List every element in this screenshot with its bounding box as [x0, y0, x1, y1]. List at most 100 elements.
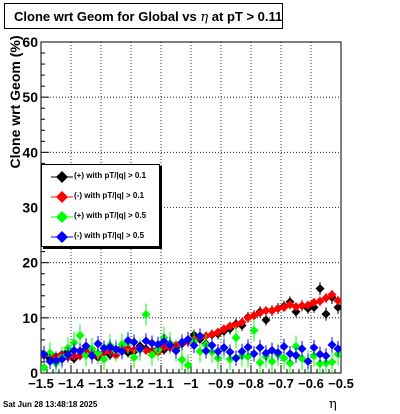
x-tick-label-5: −1 — [184, 376, 199, 391]
data-point — [261, 315, 271, 325]
data-point — [99, 354, 109, 364]
y-tick-label-3: 30 — [22, 200, 38, 216]
data-point — [81, 350, 91, 360]
data-point — [129, 353, 139, 363]
x-tick-label-3: −1.2 — [118, 376, 144, 391]
chart-title-prefix: Clone wrt Geom for Global vs — [14, 9, 197, 24]
chart-title-eta: η — [200, 10, 209, 25]
data-point — [171, 346, 181, 356]
y-tick-label-5: 50 — [22, 89, 38, 105]
legend-marker-0 — [51, 171, 73, 183]
data-point — [63, 350, 73, 360]
data-point — [45, 348, 55, 358]
data-point — [279, 342, 289, 352]
data-point — [333, 344, 341, 354]
data-point — [303, 356, 313, 366]
data-point — [87, 351, 97, 361]
data-point — [327, 290, 337, 300]
data-point — [147, 350, 157, 360]
legend: (+) with pT/|q| > 0.1 (-) with pT/|q| > … — [41, 164, 160, 247]
x-tick-label-4: −1.1 — [148, 376, 174, 391]
data-point — [321, 293, 331, 303]
data-point — [309, 343, 319, 353]
data-point — [315, 296, 325, 306]
data-point — [75, 346, 85, 356]
legend-item-2: (+) with pT/|q| > 0.5 — [42, 207, 159, 227]
data-point — [231, 333, 241, 343]
data-point — [141, 310, 151, 320]
data-point — [267, 356, 277, 366]
x-tick-label-7: −0.8 — [238, 376, 264, 391]
data-point — [261, 306, 271, 316]
data-point — [231, 353, 241, 363]
y-tick-label-4: 40 — [22, 144, 38, 160]
data-point — [183, 360, 193, 370]
data-point — [333, 302, 341, 312]
y-tick-label-1: 10 — [22, 310, 38, 326]
series-3 — [41, 328, 341, 370]
legend-label-0: (+) with pT/|q| > 0.1 — [74, 171, 147, 180]
y-tick-label-2: 20 — [22, 255, 38, 271]
legend-item-0: (+) with pT/|q| > 0.1 — [42, 167, 159, 187]
x-tick-label-10: −0.5 — [328, 376, 354, 391]
data-point — [327, 357, 337, 367]
data-point — [237, 317, 247, 327]
data-point — [219, 343, 229, 353]
data-point — [135, 344, 145, 354]
y-axis-label: Clone wrt Geom (%) — [7, 35, 23, 169]
data-point — [41, 349, 49, 359]
legend-item-1: (-) with pT/|q| > 0.1 — [42, 187, 159, 207]
data-point — [291, 302, 301, 312]
data-point — [273, 348, 283, 358]
data-point — [69, 345, 79, 355]
x-tick-label-8: −0.7 — [268, 376, 294, 391]
data-point — [291, 307, 301, 317]
data-point — [57, 354, 67, 364]
data-point — [315, 284, 325, 294]
x-axis-label: η — [329, 397, 337, 412]
data-point — [255, 358, 265, 368]
data-point — [147, 338, 157, 348]
data-point — [45, 356, 55, 366]
data-point — [195, 346, 205, 356]
data-point — [213, 346, 223, 356]
chart-title: Clone wrt Geom for Global vs η at pT > 0… — [4, 3, 283, 29]
data-point — [75, 330, 85, 340]
data-point — [189, 340, 199, 350]
data-point — [315, 359, 325, 369]
data-point — [99, 343, 109, 353]
data-point — [159, 337, 169, 347]
chart-title-suffix: at pT > 0.11 — [211, 9, 283, 24]
data-point — [249, 326, 259, 336]
data-point — [213, 327, 223, 337]
legend-marker-1 — [51, 191, 73, 203]
x-tick-label-1: −1.4 — [58, 376, 84, 391]
data-point — [177, 355, 187, 365]
data-point — [285, 358, 295, 368]
data-point — [129, 337, 139, 347]
legend-label-2: (+) with pT/|q| > 0.5 — [74, 211, 147, 220]
data-point — [225, 321, 235, 331]
data-point — [225, 347, 235, 357]
data-point — [333, 296, 341, 306]
x-tick-label-6: −0.9 — [208, 376, 234, 391]
data-point — [243, 342, 253, 352]
legend-item-3: (-) with pT/|q| > 0.5 — [42, 227, 159, 247]
data-point — [249, 349, 259, 359]
data-point — [237, 346, 247, 356]
data-point — [327, 340, 337, 350]
legend-marker-2 — [51, 211, 73, 223]
y-tick-label-0: 0 — [30, 365, 38, 381]
data-point — [273, 303, 283, 313]
data-point — [41, 362, 49, 372]
data-point — [201, 346, 211, 356]
data-point — [309, 297, 319, 307]
data-point — [291, 350, 301, 360]
data-point — [321, 309, 331, 319]
legend-marker-3 — [51, 231, 73, 243]
data-point — [321, 351, 331, 361]
data-point — [93, 339, 103, 349]
data-point — [255, 343, 265, 353]
legend-label-1: (-) with pT/|q| > 0.1 — [74, 191, 145, 200]
